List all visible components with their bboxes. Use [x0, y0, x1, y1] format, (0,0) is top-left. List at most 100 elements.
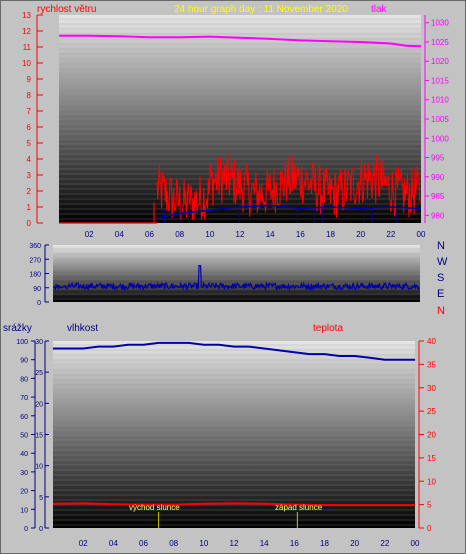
wind-x-tick-label: 14	[266, 230, 275, 239]
temperature-axis-tick-label: 35	[427, 360, 436, 369]
temperature-line	[52, 502, 415, 507]
wind-axis-tick-label: 6	[27, 123, 32, 132]
humidity-axis-tick-label: 0	[24, 526, 28, 533]
pressure-axis-tick-label: 985	[431, 192, 445, 201]
humidity-axis-tick-label: 100	[16, 339, 28, 346]
bottom-x-tick-label: 22	[380, 539, 389, 548]
axes: 0123456789101112139809859909951000100510…	[16, 11, 449, 548]
pressure-axis-tick-label: 1025	[431, 38, 449, 47]
wind-x-tick-label: 02	[85, 230, 94, 239]
rain-axis-tick-label: 15	[35, 433, 43, 440]
series-layer	[52, 34, 422, 528]
humidity-axis-tick-label: 50	[20, 433, 28, 440]
rain-title: srážky	[3, 323, 32, 334]
rain-axis-tick-label: 25	[35, 370, 43, 377]
wind-x-tick-label: 00	[417, 230, 426, 239]
humidity-axis-tick-label: 10	[20, 507, 28, 514]
humidity-axis-tick-label: 20	[20, 489, 28, 496]
temperature-title: teplota	[313, 323, 343, 334]
bottom-x-tick-label: 20	[350, 539, 359, 548]
wind-x-tick-label: 16	[296, 230, 305, 239]
wind-axis-tick-label: 4	[27, 155, 32, 164]
direction-axis-tick-label: 180	[29, 272, 41, 279]
bottom-x-tick-label: 06	[139, 539, 148, 548]
wind-x-tick-label: 18	[326, 230, 335, 239]
wind-x-tick-label: 04	[115, 230, 124, 239]
bottom-x-tick-label: 08	[169, 539, 178, 548]
pressure-axis-tick-label: 1005	[431, 115, 449, 124]
pressure-axis-tick-label: 1030	[431, 19, 449, 28]
bottom-x-tick-label: 10	[199, 539, 208, 548]
temperature-axis-tick-label: 5	[427, 501, 432, 510]
wind-x-tick-label: 22	[386, 230, 395, 239]
pressure-axis-tick-label: 980	[431, 211, 445, 220]
wind-axis-tick-label: 8	[27, 91, 32, 100]
rain-axis-tick-label: 0	[39, 526, 43, 533]
direction-plot-area	[53, 245, 420, 302]
pressure-axis-tick-label: 1020	[431, 57, 449, 66]
wind-average-line	[156, 204, 422, 219]
compass-n-top: N	[437, 240, 445, 252]
sunset-label: západ slunce	[275, 503, 323, 512]
rain-axis-tick-label: 10	[35, 464, 43, 471]
wind-axis-tick-label: 3	[27, 171, 32, 180]
humidity-line	[53, 341, 415, 361]
bottom-x-tick-label: 00	[411, 539, 420, 548]
humidity-axis-tick-label: 60	[20, 414, 28, 421]
wind-axis-tick-label: 5	[27, 139, 32, 148]
wind-speed-title: rychlost větru	[37, 4, 96, 15]
rain-axis-tick-label: 30	[35, 339, 43, 346]
wind-x-tick-label: 12	[236, 230, 245, 239]
humidity-axis-tick-label: 40	[20, 451, 28, 458]
temperature-axis-tick-label: 10	[427, 477, 436, 486]
direction-axis-tick-label: 270	[29, 257, 41, 264]
pressure-axis-tick-label: 1015	[431, 76, 449, 85]
pressure-title: tlak	[371, 4, 388, 15]
bottom-x-tick-label: 18	[320, 539, 329, 548]
pressure-axis-tick-label: 1000	[431, 134, 449, 143]
wind-axis-tick-label: 9	[27, 75, 32, 84]
compass-n-bottom: N	[437, 305, 445, 317]
humidity-axis-tick-label: 80	[20, 376, 28, 383]
wind-x-tick-label: 06	[145, 230, 154, 239]
humidity-axis-tick-label: 70	[20, 395, 28, 402]
pressure-axis-tick-label: 1010	[431, 96, 449, 105]
wind-axis-tick-label: 10	[22, 59, 31, 68]
direction-axis-tick-label: 90	[33, 286, 41, 293]
rain-humidity-plot-area	[53, 341, 415, 528]
humidity-axis-tick-label: 90	[20, 358, 28, 365]
wind-x-tick-label: 20	[356, 230, 365, 239]
temperature-axis-tick-label: 15	[427, 454, 436, 463]
wind-gust-line	[156, 153, 421, 221]
chart-title: 24 hour graph day : 11 November 2020	[174, 4, 348, 15]
wind-x-tick-label: 10	[205, 230, 214, 239]
bottom-x-tick-label: 12	[230, 539, 239, 548]
wind-axis-tick-label: 12	[22, 27, 31, 36]
direction-axis-tick-label: 0	[37, 300, 41, 307]
compass-w: W	[437, 256, 448, 268]
temperature-axis-tick-label: 40	[427, 337, 436, 346]
pressure-axis-tick-label: 990	[431, 173, 445, 182]
bottom-x-tick-label: 02	[79, 539, 88, 548]
wind-axis-tick-label: 13	[22, 11, 31, 20]
wind-axis-tick-label: 7	[27, 107, 32, 116]
wind-axis-tick-label: 2	[27, 187, 32, 196]
temperature-axis-tick-label: 0	[427, 524, 432, 533]
wind-axis-tick-label: 1	[27, 203, 32, 212]
bottom-x-tick-label: 16	[290, 539, 299, 548]
wind-axis-tick-label: 11	[23, 43, 32, 52]
direction-line	[52, 265, 420, 292]
temperature-axis-tick-label: 30	[427, 384, 436, 393]
compass-e: E	[437, 288, 444, 300]
rain-axis-tick-label: 20	[35, 401, 43, 408]
temperature-axis-tick-label: 20	[427, 431, 436, 440]
temperature-axis-tick-label: 25	[427, 407, 436, 416]
humidity-axis-tick-label: 30	[20, 470, 28, 477]
compass-s: S	[437, 272, 444, 284]
wind-axis-tick-label: 0	[27, 219, 32, 228]
pressure-axis-tick-label: 995	[431, 154, 445, 163]
bottom-x-tick-label: 14	[260, 539, 269, 548]
pressure-line	[59, 34, 422, 48]
